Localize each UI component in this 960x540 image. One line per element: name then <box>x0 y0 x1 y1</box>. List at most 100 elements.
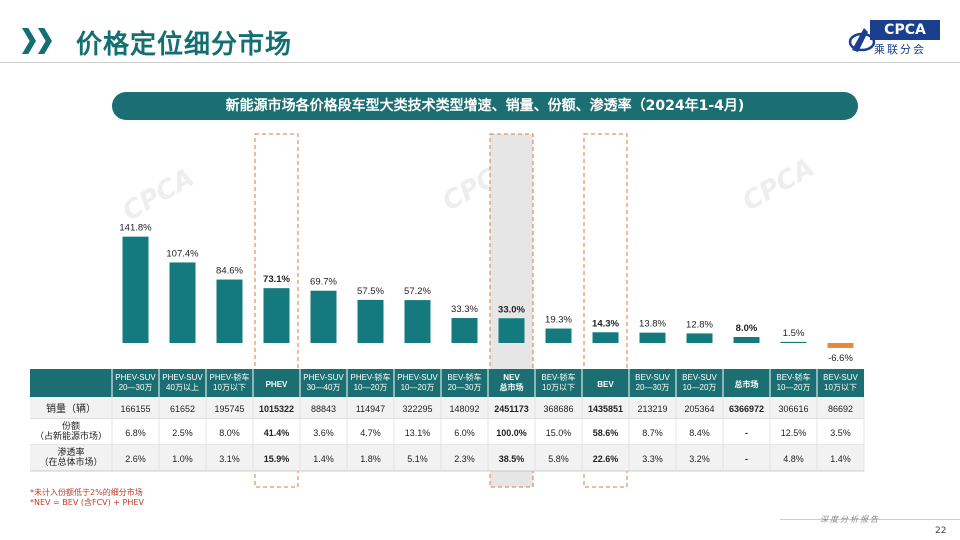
table-cell: 2.6% <box>125 454 146 464</box>
table-header-text: BEV-SUV <box>823 373 858 382</box>
table-cell: 6366972 <box>729 404 764 414</box>
bar-value-label: 13.8% <box>639 319 666 330</box>
table-cell: 4.7% <box>360 428 381 438</box>
table-cell: 3.1% <box>219 454 240 464</box>
bar <box>686 333 713 343</box>
bar-value-label: 12.8% <box>686 319 713 330</box>
table-cell: 213219 <box>637 404 667 414</box>
logo-swoosh-icon <box>848 28 876 52</box>
table-cell: 58.6% <box>593 428 619 438</box>
bar <box>169 262 196 343</box>
table-cell: 61652 <box>170 404 195 414</box>
bar-value-label: 33.0% <box>498 304 525 315</box>
table-header-text: NEV <box>503 373 520 382</box>
bar <box>498 318 525 343</box>
table-header-cell <box>585 372 626 394</box>
table-row <box>30 419 864 445</box>
table-cell: 2.5% <box>172 428 193 438</box>
table-header-text: 10—20万 <box>354 383 388 392</box>
table-header-bg <box>30 369 864 397</box>
table-header-text: PHEV-SUV <box>303 373 344 382</box>
table-row-label: 渗透率 <box>57 446 84 458</box>
table-cell: 1015322 <box>259 404 294 414</box>
bar <box>733 337 760 343</box>
table-cell: 41.4% <box>264 428 290 438</box>
table-cell: 100.0% <box>496 428 527 438</box>
table-header-text: BEV-SUV <box>682 373 717 382</box>
highlight-box <box>583 133 628 488</box>
table-cell: 1.8% <box>360 454 381 464</box>
table-cell: 3.3% <box>642 454 663 464</box>
bar-value-label: 19.3% <box>545 315 572 326</box>
highlight-box <box>489 133 534 488</box>
bar-value-label: 57.5% <box>357 286 384 297</box>
bar <box>263 288 290 343</box>
table-header-text: BEV <box>597 380 614 389</box>
table-cell: 38.5% <box>499 454 525 464</box>
bar-value-label: 57.2% <box>404 286 431 297</box>
bar <box>451 318 478 343</box>
table-header-text: BEV-轿车 <box>447 372 481 382</box>
table-cell: 5.8% <box>548 454 569 464</box>
table-cell: 148092 <box>449 404 479 414</box>
table-header-text: PHEV-轿车 <box>350 372 390 382</box>
table-cell: 3.2% <box>689 454 710 464</box>
table-cell: 306616 <box>778 404 808 414</box>
table-header-text: 10万以下 <box>824 383 857 392</box>
table-cell: - <box>745 428 748 438</box>
table-header-text: BEV-SUV <box>635 373 670 382</box>
table-cell: 114947 <box>356 404 385 414</box>
table-cell: 322295 <box>402 404 432 414</box>
table-cell: 1435851 <box>588 404 623 414</box>
table-header-text: 10—20万 <box>777 383 811 392</box>
page-title: 价格定位细分市场 <box>76 30 293 60</box>
table-header-text: 10—20万 <box>401 383 435 392</box>
logo-subtext: 乘联分会 <box>874 43 926 56</box>
bar <box>592 332 619 343</box>
table-header-text: BEV-轿车 <box>541 372 575 382</box>
table-cell: 368686 <box>543 404 573 414</box>
table-header-text: 20—30万 <box>119 383 153 392</box>
bar-value-label: 8.0% <box>736 323 758 334</box>
table-header-text: PHEV-轿车 <box>209 372 249 382</box>
bar <box>545 328 572 343</box>
table-header-text: PHEV-SUV <box>397 373 438 382</box>
table-row-label: （占新能源市场） <box>35 430 107 442</box>
logo-text: CPCA <box>870 20 940 40</box>
table-header-text: 10—20万 <box>683 383 717 392</box>
table-header-cell <box>726 372 767 394</box>
table-cell: 88843 <box>311 404 336 414</box>
bar <box>404 300 431 343</box>
bar-value-label: -6.6% <box>828 353 853 364</box>
footnote: *未计入份额低于2%的细分市场 <box>30 488 143 497</box>
table-row-label: 份额 <box>62 420 80 432</box>
table-cell: 1.4% <box>313 454 334 464</box>
table-row <box>30 445 864 471</box>
table-header-text: 10万以下 <box>542 383 575 392</box>
table-header-text: 总市场 <box>500 382 524 392</box>
table-cell: 86692 <box>828 404 853 414</box>
bar-value-label: 14.3% <box>592 318 619 329</box>
bar-value-label: 73.1% <box>263 274 290 285</box>
table-cell: - <box>745 454 748 464</box>
table-header-text: PHEV <box>266 380 288 389</box>
table-header-text: 30—40万 <box>307 383 341 392</box>
table-cell: 8.0% <box>219 428 240 438</box>
highlight-box <box>254 133 299 488</box>
table-row-label: 销量（辆） <box>46 402 96 415</box>
table-cell: 13.1% <box>405 428 431 438</box>
footer-divider <box>780 519 960 520</box>
table-cell: 5.1% <box>407 454 428 464</box>
table-cell: 1.4% <box>830 454 851 464</box>
table-cell: 3.5% <box>830 428 851 438</box>
footer-brand: 深度分析报告 <box>820 515 880 524</box>
bar <box>780 341 807 343</box>
table-header-text: 10万以下 <box>213 383 246 392</box>
table-cell: 6.8% <box>125 428 146 438</box>
table-header-text: 20—30万 <box>448 383 482 392</box>
bar <box>827 343 854 348</box>
table-header-text: PHEV-SUV <box>115 373 156 382</box>
bar <box>216 279 243 343</box>
table-cell: 2.3% <box>454 454 475 464</box>
